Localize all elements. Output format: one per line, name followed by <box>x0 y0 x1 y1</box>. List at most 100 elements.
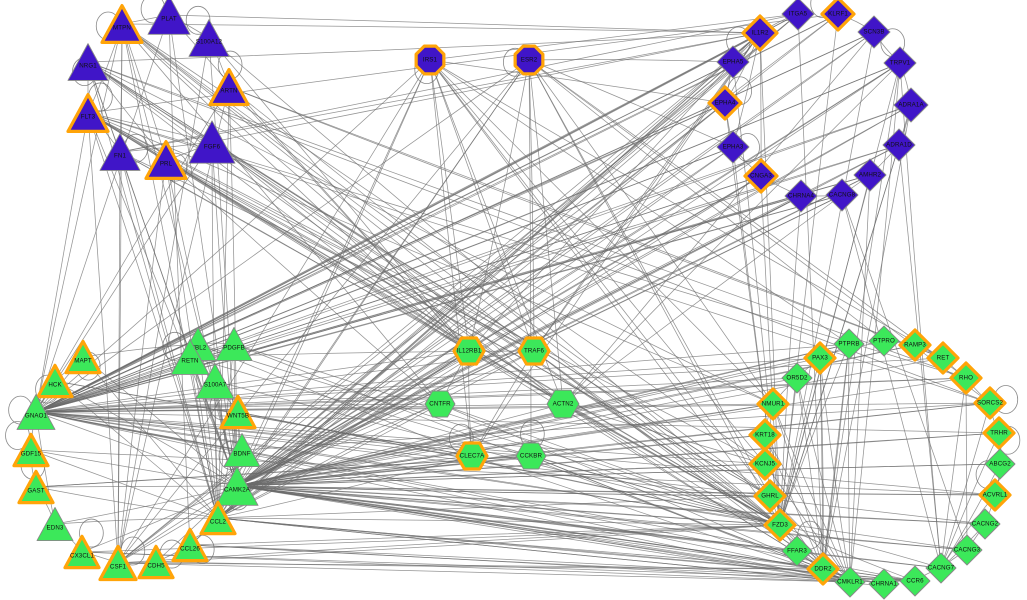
graph-edge <box>121 23 766 465</box>
graph-edge <box>779 31 875 526</box>
graph-edge <box>236 102 726 487</box>
graph-node-irs1[interactable]: IRS1 <box>409 39 451 81</box>
graph-edge <box>117 524 781 564</box>
graph-edge <box>236 485 968 551</box>
graph-edge <box>236 403 774 487</box>
graph-edge <box>35 350 470 413</box>
graph-node-cdh5[interactable]: CDH5 <box>133 539 179 585</box>
graph-edge <box>528 59 781 526</box>
graph-edge <box>217 146 734 519</box>
graph-edge <box>471 455 851 583</box>
graph-edge <box>796 377 824 570</box>
graph-edge <box>35 59 530 413</box>
graph-node-actn2[interactable]: ACTN2 <box>541 382 585 426</box>
graph-edge <box>819 357 824 570</box>
graph-edge <box>35 411 243 451</box>
graph-edge <box>117 59 431 564</box>
graph-node-cacng8[interactable]: CACNG8 <box>820 173 864 217</box>
graph-edge <box>429 59 850 345</box>
graph-node-esr2[interactable]: ESR2 <box>508 39 550 81</box>
graph-edge <box>236 343 850 487</box>
graph-edge <box>236 485 942 569</box>
graph-edge <box>35 402 991 413</box>
graph-edge <box>429 59 774 405</box>
graph-node-s100a12[interactable]: S100A12 <box>183 12 235 64</box>
graph-edge <box>35 102 726 413</box>
graph-node-nrg1[interactable]: NRG1 <box>62 36 114 88</box>
graph-edge <box>168 14 761 34</box>
graph-edge <box>217 495 771 519</box>
self-loop-edge <box>79 518 104 548</box>
graph-edge <box>155 561 824 570</box>
graph-edge <box>165 159 535 352</box>
graph-edge <box>236 485 851 583</box>
graph-edge <box>236 13 839 487</box>
graph-edge <box>35 411 851 583</box>
graph-node-il12rb1[interactable]: IL12RB1 <box>448 330 490 372</box>
graph-edge <box>236 485 781 526</box>
graph-edge <box>236 402 991 487</box>
graph-edge <box>779 524 916 582</box>
graph-edge <box>211 141 771 497</box>
graph-edge <box>189 524 781 546</box>
graph-edge <box>822 62 901 570</box>
graph-node-trpv1[interactable]: TRPV1 <box>878 41 922 85</box>
graph-node-fn1[interactable]: FN1 <box>94 126 146 178</box>
graph-edge <box>217 62 901 519</box>
graph-edge <box>54 380 219 519</box>
graph-edge <box>236 195 802 487</box>
graph-edge <box>35 485 238 488</box>
graph-node-prl[interactable]: PRL <box>140 134 192 186</box>
graph-node-epha4[interactable]: EPHA4 <box>703 81 747 125</box>
graph-edge <box>54 485 238 525</box>
graph-node-traf6[interactable]: TRAF6 <box>513 330 555 372</box>
graph-edge <box>87 112 213 143</box>
graph-edge <box>217 61 734 519</box>
graph-edge <box>562 403 851 583</box>
graph-node-clec7a[interactable]: CLEC7A <box>451 435 493 477</box>
graph-edge <box>528 59 991 404</box>
graph-edge <box>87 61 470 352</box>
graph-edge <box>82 356 219 519</box>
graph-edge <box>165 159 441 405</box>
graph-edge <box>764 434 851 583</box>
graph-edge <box>211 141 781 526</box>
graph-edge <box>236 350 535 487</box>
graph-edge <box>236 485 968 551</box>
graph-edge <box>35 175 762 413</box>
graph-edge <box>168 14 191 546</box>
graph-edge <box>236 174 871 487</box>
graph-edge <box>117 32 761 564</box>
graph-edge <box>236 175 762 487</box>
graph-edge <box>940 463 1001 569</box>
graph-edge <box>528 59 885 342</box>
graph-edge <box>35 61 734 413</box>
graph-node-itga5[interactable]: ITGA5 <box>776 0 820 36</box>
graph-edge <box>35 14 170 413</box>
graph-edge <box>35 23 123 413</box>
graph-edge <box>819 357 851 583</box>
graph-edge <box>35 411 996 496</box>
graph-edge <box>117 37 210 564</box>
graph-edge <box>87 61 991 404</box>
graph-edge <box>236 403 774 487</box>
graph-edge <box>236 485 986 525</box>
graph-node-adra1a[interactable]: ADRA1A <box>888 82 934 128</box>
graph-node-epha5[interactable]: EPHA5 <box>711 40 755 84</box>
graph-edge <box>236 485 771 497</box>
graph-node-cckbr[interactable]: CCKBR <box>510 435 552 477</box>
graph-edge <box>35 146 734 413</box>
graph-node-ccr6[interactable]: CCR6 <box>894 560 936 600</box>
graph-node-chrna4[interactable]: CHRNA4 <box>779 174 823 218</box>
graph-node-cnga3[interactable]: CNGA3 <box>739 154 783 198</box>
graph-edge <box>35 174 871 413</box>
graph-edge <box>35 112 89 413</box>
graph-edge <box>81 485 238 553</box>
graph-node-cntfr[interactable]: CNTFR <box>419 383 461 425</box>
graph-node-artn[interactable]: ARTN <box>204 62 254 112</box>
graph-edge <box>236 485 996 496</box>
graph-edge <box>30 449 238 487</box>
graph-edge <box>819 357 824 570</box>
graph-edge <box>236 31 875 487</box>
